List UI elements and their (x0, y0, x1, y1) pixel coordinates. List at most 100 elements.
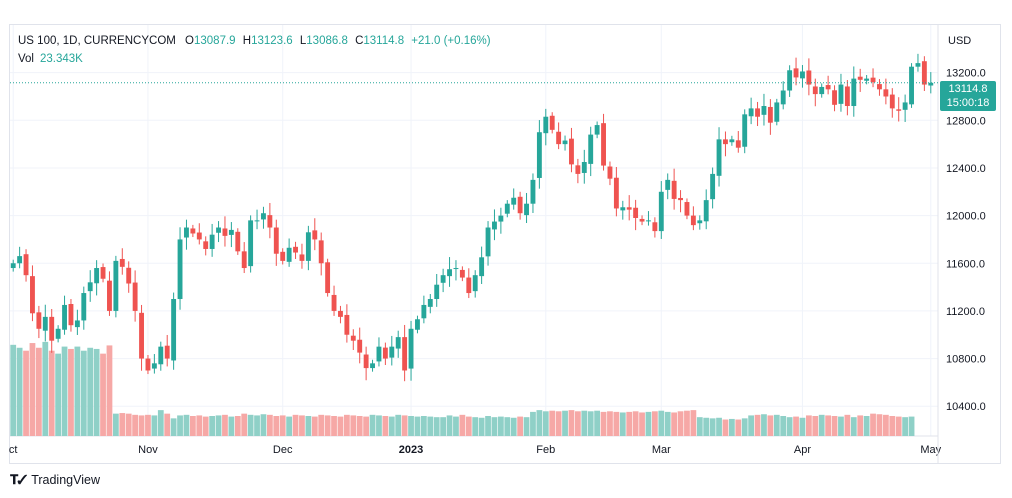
volume-label[interactable]: Vol (18, 53, 34, 65)
candle-body (100, 267, 106, 279)
candle-body (594, 125, 600, 135)
candle-body (42, 316, 48, 331)
volume-bar (876, 414, 883, 436)
candle-body (235, 231, 241, 252)
candle-body (74, 320, 80, 328)
volume-bar (23, 350, 29, 436)
candle-body (581, 162, 587, 173)
volume-bar (748, 415, 755, 436)
candle-body (68, 304, 74, 326)
volume-bar (530, 411, 536, 436)
volume-bar (356, 416, 363, 436)
volume-bar (728, 418, 735, 436)
candle-body (825, 85, 831, 90)
candle-body (10, 263, 16, 269)
x-tick-label: Feb (536, 444, 555, 456)
volume-bar (478, 417, 485, 436)
candle-body (126, 267, 132, 284)
candle-body (338, 310, 343, 317)
volume-bar (318, 414, 325, 436)
currency-label[interactable]: USD (948, 35, 972, 47)
candle-body (325, 262, 331, 294)
candle-body (177, 239, 183, 299)
volume-bar (799, 417, 806, 436)
volume-bar (510, 417, 517, 436)
candle-body (395, 337, 401, 349)
volume-bar (10, 344, 17, 436)
volume-bar (549, 410, 556, 436)
volume-bar (80, 350, 87, 436)
volume-bar (838, 416, 844, 436)
candle-body (382, 347, 388, 359)
volume-bar (260, 414, 267, 436)
legend-open-label: O (185, 35, 194, 47)
volume-bar (222, 414, 228, 436)
volume-bar (671, 412, 678, 436)
volume-bar (305, 416, 312, 436)
candle-body (261, 213, 266, 220)
candle-body (665, 179, 671, 190)
volume-bar (517, 416, 524, 436)
candle-body (909, 66, 914, 105)
volume-bar (722, 419, 729, 436)
volume-bar (632, 411, 639, 436)
candle-body (151, 363, 157, 369)
volume-bar (119, 413, 126, 436)
candle-body (389, 346, 395, 358)
volume-bar (292, 414, 299, 436)
candle-body (331, 294, 337, 311)
candle-body (761, 106, 767, 115)
y-tick-label: 11600.0 (946, 258, 985, 270)
volume-bar (408, 416, 414, 436)
candle-body (511, 197, 517, 205)
x-tick-label: May (920, 444, 941, 456)
candle-body (363, 354, 369, 369)
candle-body (800, 71, 805, 79)
candle-body (928, 82, 934, 86)
candle-body (633, 207, 639, 218)
y-tick-label: 11200.0 (946, 306, 985, 318)
volume-bar (112, 413, 119, 436)
candle-body (87, 282, 93, 292)
volume-bar (850, 417, 857, 436)
legend-low-label: L (299, 35, 307, 47)
last-price-value: 13114.8 (948, 83, 988, 95)
volume-bar (209, 416, 216, 436)
volume-bar (388, 416, 395, 436)
volume-bar (16, 347, 23, 436)
legend-symbol[interactable]: US 100, 1D, CURRENCYCOM (18, 35, 176, 47)
volume-bar (844, 414, 851, 436)
candle-body (697, 220, 703, 224)
volume-bar (619, 412, 626, 436)
volume-bar (639, 412, 645, 436)
volume-bar (536, 410, 543, 436)
candle-body (36, 312, 42, 329)
volume-bar (157, 410, 164, 436)
volume-bar (48, 350, 55, 436)
volume-bar (555, 411, 562, 436)
tradingview-brand[interactable]: 𝐓✓ TradingView (10, 472, 100, 488)
candle-body (806, 70, 812, 85)
chart-legend: US 100, 1D, CURRENCYCOM O13087.9 H13123.… (18, 35, 495, 47)
candle-body (453, 268, 459, 270)
volume-bar (690, 410, 697, 436)
volume-bar (684, 410, 690, 436)
volume-bar (542, 411, 549, 436)
candle-body (723, 139, 728, 145)
volume-bar (594, 410, 601, 436)
candle-body (23, 254, 29, 276)
candle-body (248, 220, 254, 267)
y-tick-label: 10800.0 (946, 354, 986, 366)
volume-bar (311, 416, 318, 436)
bar-countdown: 15:00:18 (946, 97, 990, 109)
volume-bar (395, 414, 402, 436)
volume-bar (793, 416, 799, 436)
candle-body (620, 207, 626, 211)
volume-bar (286, 416, 293, 436)
tradingview-logo-icon: 𝐓✓ (10, 472, 27, 487)
volume-bar (145, 414, 151, 436)
candle-body (735, 140, 741, 148)
candle-body (896, 109, 902, 111)
volume-bar (626, 411, 633, 436)
